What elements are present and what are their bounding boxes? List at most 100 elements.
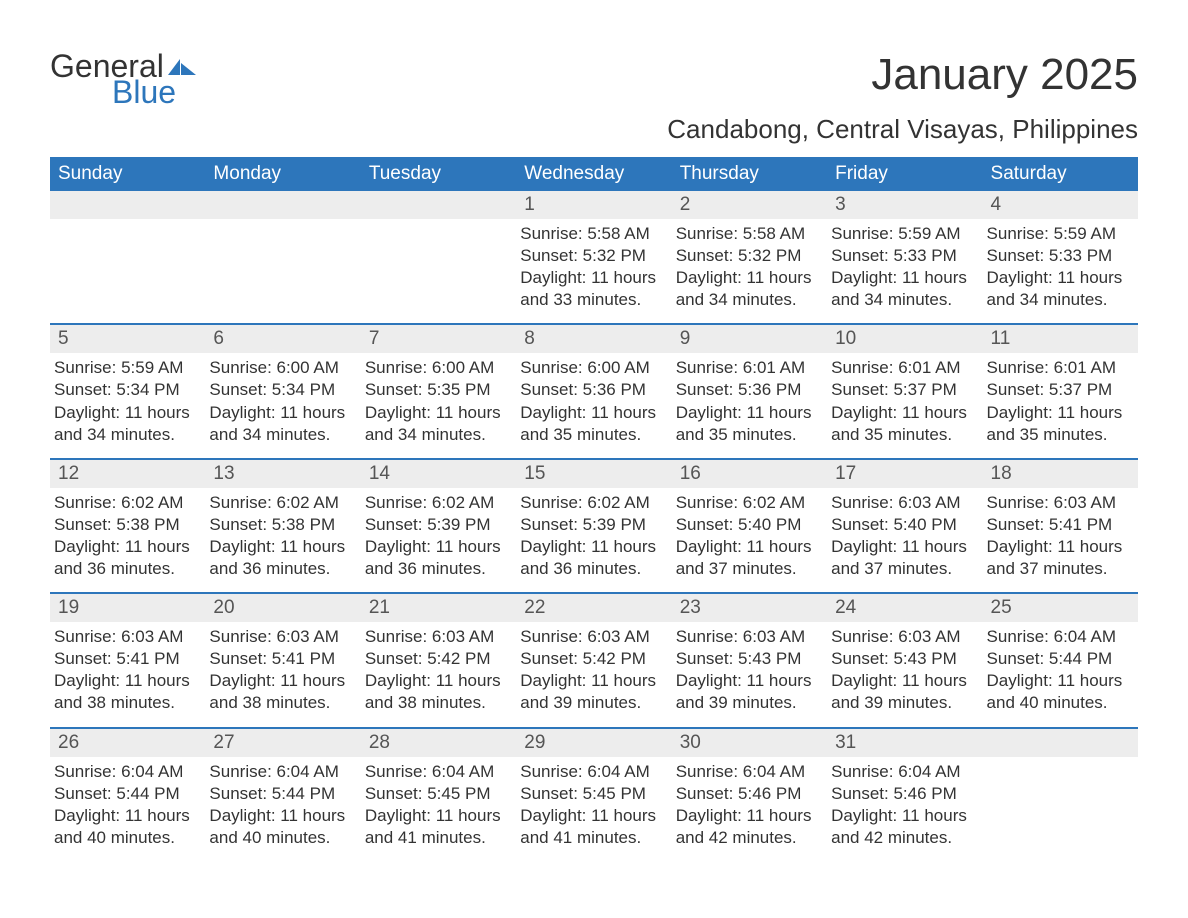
day-details: Sunrise: 6:04 AMSunset: 5:46 PMDaylight:… xyxy=(827,757,982,849)
sunset-text: Sunset: 5:32 PM xyxy=(676,245,821,267)
calendar-day: 14Sunrise: 6:02 AMSunset: 5:39 PMDayligh… xyxy=(361,460,516,592)
calendar-week: 12Sunrise: 6:02 AMSunset: 5:38 PMDayligh… xyxy=(50,458,1138,592)
logo: General Blue xyxy=(50,50,196,108)
day-details: Sunrise: 6:03 AMSunset: 5:40 PMDaylight:… xyxy=(827,488,982,580)
day-details: Sunrise: 6:02 AMSunset: 5:38 PMDaylight:… xyxy=(205,488,360,580)
sunset-text: Sunset: 5:41 PM xyxy=(54,648,199,670)
calendar-week: 19Sunrise: 6:03 AMSunset: 5:41 PMDayligh… xyxy=(50,592,1138,726)
day-details: Sunrise: 6:03 AMSunset: 5:43 PMDaylight:… xyxy=(672,622,827,714)
day-details: Sunrise: 6:03 AMSunset: 5:41 PMDaylight:… xyxy=(50,622,205,714)
calendar-day: 31Sunrise: 6:04 AMSunset: 5:46 PMDayligh… xyxy=(827,729,982,861)
day-number: 30 xyxy=(672,729,827,757)
calendar-day: 1Sunrise: 5:58 AMSunset: 5:32 PMDaylight… xyxy=(516,191,671,323)
sunrise-text: Sunrise: 6:04 AM xyxy=(676,761,821,783)
sunrise-text: Sunrise: 6:04 AM xyxy=(987,626,1132,648)
calendar-day: 12Sunrise: 6:02 AMSunset: 5:38 PMDayligh… xyxy=(50,460,205,592)
daylight-text: Daylight: 11 hours and 36 minutes. xyxy=(209,536,354,580)
day-number: 20 xyxy=(205,594,360,622)
daylight-text: Daylight: 11 hours and 36 minutes. xyxy=(365,536,510,580)
day-number: 31 xyxy=(827,729,982,757)
daylight-text: Daylight: 11 hours and 35 minutes. xyxy=(676,402,821,446)
sunset-text: Sunset: 5:33 PM xyxy=(831,245,976,267)
day-details: Sunrise: 6:04 AMSunset: 5:45 PMDaylight:… xyxy=(361,757,516,849)
day-number: 23 xyxy=(672,594,827,622)
calendar-day: 5Sunrise: 5:59 AMSunset: 5:34 PMDaylight… xyxy=(50,325,205,457)
day-number: 28 xyxy=(361,729,516,757)
sunset-text: Sunset: 5:46 PM xyxy=(831,783,976,805)
calendar-day: 18Sunrise: 6:03 AMSunset: 5:41 PMDayligh… xyxy=(983,460,1138,592)
calendar-day: 21Sunrise: 6:03 AMSunset: 5:42 PMDayligh… xyxy=(361,594,516,726)
daylight-text: Daylight: 11 hours and 40 minutes. xyxy=(987,670,1132,714)
calendar-header-cell: Monday xyxy=(205,157,360,191)
day-number: 4 xyxy=(983,191,1138,219)
day-number: 7 xyxy=(361,325,516,353)
calendar-header-cell: Saturday xyxy=(983,157,1138,191)
day-details: Sunrise: 6:03 AMSunset: 5:42 PMDaylight:… xyxy=(361,622,516,714)
flag-icon xyxy=(168,57,196,75)
sunrise-text: Sunrise: 6:01 AM xyxy=(676,357,821,379)
sunrise-text: Sunrise: 6:03 AM xyxy=(209,626,354,648)
sunrise-text: Sunrise: 6:02 AM xyxy=(54,492,199,514)
daylight-text: Daylight: 11 hours and 40 minutes. xyxy=(54,805,199,849)
calendar-day: 15Sunrise: 6:02 AMSunset: 5:39 PMDayligh… xyxy=(516,460,671,592)
day-number: 15 xyxy=(516,460,671,488)
day-details: Sunrise: 6:04 AMSunset: 5:44 PMDaylight:… xyxy=(50,757,205,849)
sunrise-text: Sunrise: 6:00 AM xyxy=(520,357,665,379)
calendar-day: 30Sunrise: 6:04 AMSunset: 5:46 PMDayligh… xyxy=(672,729,827,861)
calendar-body: 1Sunrise: 5:58 AMSunset: 5:32 PMDaylight… xyxy=(50,191,1138,861)
daylight-text: Daylight: 11 hours and 39 minutes. xyxy=(831,670,976,714)
day-number: 24 xyxy=(827,594,982,622)
day-number: 26 xyxy=(50,729,205,757)
day-details: Sunrise: 6:04 AMSunset: 5:46 PMDaylight:… xyxy=(672,757,827,849)
daylight-text: Daylight: 11 hours and 37 minutes. xyxy=(987,536,1132,580)
calendar-header-cell: Tuesday xyxy=(361,157,516,191)
sunrise-text: Sunrise: 6:03 AM xyxy=(676,626,821,648)
sunset-text: Sunset: 5:42 PM xyxy=(520,648,665,670)
calendar-header-cell: Thursday xyxy=(672,157,827,191)
sunset-text: Sunset: 5:46 PM xyxy=(676,783,821,805)
day-details: Sunrise: 5:58 AMSunset: 5:32 PMDaylight:… xyxy=(672,219,827,311)
calendar-day: 9Sunrise: 6:01 AMSunset: 5:36 PMDaylight… xyxy=(672,325,827,457)
month-title: January 2025 xyxy=(871,50,1138,100)
day-number: 8 xyxy=(516,325,671,353)
sunset-text: Sunset: 5:34 PM xyxy=(54,379,199,401)
sunset-text: Sunset: 5:39 PM xyxy=(365,514,510,536)
sunrise-text: Sunrise: 6:01 AM xyxy=(987,357,1132,379)
day-number: 5 xyxy=(50,325,205,353)
day-number: 1 xyxy=(516,191,671,219)
sunset-text: Sunset: 5:45 PM xyxy=(365,783,510,805)
day-number: 16 xyxy=(672,460,827,488)
day-details: Sunrise: 6:01 AMSunset: 5:37 PMDaylight:… xyxy=(983,353,1138,445)
calendar-day: 25Sunrise: 6:04 AMSunset: 5:44 PMDayligh… xyxy=(983,594,1138,726)
day-number xyxy=(205,191,360,219)
calendar-day: 20Sunrise: 6:03 AMSunset: 5:41 PMDayligh… xyxy=(205,594,360,726)
daylight-text: Daylight: 11 hours and 34 minutes. xyxy=(987,267,1132,311)
daylight-text: Daylight: 11 hours and 35 minutes. xyxy=(520,402,665,446)
day-details: Sunrise: 6:02 AMSunset: 5:40 PMDaylight:… xyxy=(672,488,827,580)
day-details: Sunrise: 5:58 AMSunset: 5:32 PMDaylight:… xyxy=(516,219,671,311)
page-header: General Blue January 2025 xyxy=(50,50,1138,108)
sunset-text: Sunset: 5:38 PM xyxy=(54,514,199,536)
calendar-day: 27Sunrise: 6:04 AMSunset: 5:44 PMDayligh… xyxy=(205,729,360,861)
day-number: 12 xyxy=(50,460,205,488)
calendar-day xyxy=(361,191,516,323)
sunset-text: Sunset: 5:43 PM xyxy=(676,648,821,670)
day-details: Sunrise: 6:03 AMSunset: 5:41 PMDaylight:… xyxy=(205,622,360,714)
day-details: Sunrise: 5:59 AMSunset: 5:33 PMDaylight:… xyxy=(983,219,1138,311)
sunset-text: Sunset: 5:44 PM xyxy=(987,648,1132,670)
sunset-text: Sunset: 5:41 PM xyxy=(209,648,354,670)
day-number: 21 xyxy=(361,594,516,622)
sunrise-text: Sunrise: 6:02 AM xyxy=(209,492,354,514)
daylight-text: Daylight: 11 hours and 39 minutes. xyxy=(520,670,665,714)
daylight-text: Daylight: 11 hours and 37 minutes. xyxy=(831,536,976,580)
calendar-day: 10Sunrise: 6:01 AMSunset: 5:37 PMDayligh… xyxy=(827,325,982,457)
day-number: 17 xyxy=(827,460,982,488)
calendar-day: 2Sunrise: 5:58 AMSunset: 5:32 PMDaylight… xyxy=(672,191,827,323)
calendar: SundayMondayTuesdayWednesdayThursdayFrid… xyxy=(50,157,1138,861)
calendar-header-cell: Wednesday xyxy=(516,157,671,191)
sunset-text: Sunset: 5:40 PM xyxy=(831,514,976,536)
sunset-text: Sunset: 5:40 PM xyxy=(676,514,821,536)
sunrise-text: Sunrise: 6:03 AM xyxy=(54,626,199,648)
day-details: Sunrise: 6:04 AMSunset: 5:44 PMDaylight:… xyxy=(983,622,1138,714)
sunset-text: Sunset: 5:36 PM xyxy=(520,379,665,401)
